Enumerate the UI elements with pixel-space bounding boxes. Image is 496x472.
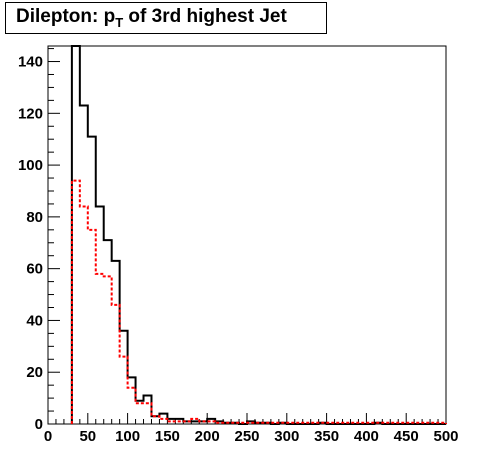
series-red-dashed-line [70, 179, 447, 424]
x-tick-label: 450 [394, 428, 419, 445]
y-tick-label: 60 [26, 261, 43, 278]
y-tick-label: 20 [26, 364, 43, 381]
series-black-solid-line [70, 45, 446, 425]
x-tick-label: 300 [274, 428, 299, 445]
x-tick-label: 400 [354, 428, 379, 445]
x-tick-label: 0 [44, 428, 52, 445]
plot-frame [47, 45, 447, 425]
x-tick-label: 50 [79, 428, 96, 445]
y-tick-label: 0 [35, 416, 43, 433]
chart-title-box: Dilepton: pT of 3rd highest Jet [5, 2, 327, 34]
y-tick-label: 80 [26, 209, 43, 226]
series-layer [70, 45, 447, 425]
y-tick-label: 40 [26, 312, 43, 329]
x-tick-label: 150 [155, 428, 180, 445]
chart-title-suffix: of 3rd highest Jet [123, 6, 287, 27]
x-tick-label: 250 [234, 428, 259, 445]
x-axis: 0 50 100 150 200 250 300 350 400 450 500 [44, 413, 459, 445]
chart-title-subscript: T [115, 15, 124, 30]
y-tick-label: 140 [18, 54, 43, 71]
y-tick-label: 120 [18, 105, 43, 122]
x-tick-label: 500 [433, 428, 458, 445]
y-axis: 0 20 40 60 80 100 120 140 [18, 48, 60, 433]
x-tick-label: 200 [195, 428, 220, 445]
chart-title-prefix: Dilepton: p [16, 6, 116, 27]
y-tick-label: 100 [18, 157, 43, 174]
x-tick-label: 350 [314, 428, 339, 445]
chart-title: Dilepton: pT of 3rd highest Jet [16, 6, 287, 30]
x-tick-label: 100 [115, 428, 140, 445]
